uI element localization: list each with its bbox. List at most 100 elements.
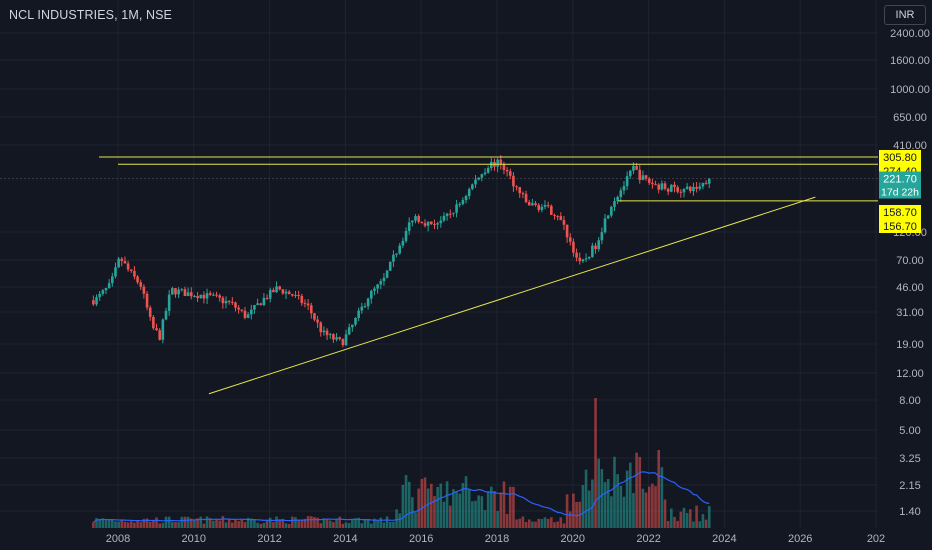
candle-body (325, 330, 329, 336)
candle-body (395, 253, 398, 255)
volume-axis-tick-label: 3.25 (899, 453, 920, 465)
candle-body (120, 258, 124, 262)
volume-bar (385, 516, 389, 528)
candle-body (452, 212, 455, 214)
candle-body (515, 186, 518, 188)
volume-bar (104, 520, 108, 528)
candle-body (284, 291, 288, 294)
volume-bar (382, 522, 386, 528)
candle-body (309, 305, 313, 314)
volume-bar (508, 486, 512, 528)
volume-bar (215, 519, 218, 528)
candle-body (322, 330, 326, 333)
volume-axis-tick-label: 8.00 (899, 395, 920, 407)
candle-body (651, 182, 654, 185)
candle-body (379, 281, 383, 285)
volume-bar (253, 519, 256, 528)
candle-body (243, 310, 247, 318)
candle-body (92, 300, 95, 305)
y-axis-tick-label: 2400.00 (890, 28, 930, 40)
candle-body (600, 232, 604, 241)
volume-bar (158, 523, 161, 528)
volume-bar (657, 449, 661, 528)
volume-bar (246, 517, 250, 528)
volume-bar (448, 505, 452, 528)
volume-bar (423, 477, 427, 528)
candle-body (537, 204, 540, 210)
volume-bar (531, 521, 534, 528)
candle-body (480, 174, 484, 178)
candle-body (183, 289, 187, 297)
volume-bar (161, 522, 165, 528)
candle-body (414, 216, 417, 221)
volume-bar (180, 516, 184, 528)
volume-bar (171, 522, 174, 528)
candle-body (117, 258, 120, 268)
volume-bar (483, 510, 487, 528)
volume-bar (322, 518, 326, 528)
candle-body (704, 182, 708, 184)
candle-body (256, 303, 259, 306)
volume-axis-tick-label: 2.15 (899, 480, 920, 492)
volume-bar (398, 513, 402, 528)
candle-body (572, 241, 575, 253)
candle-body (208, 293, 212, 295)
candle-body (455, 204, 458, 213)
candle-body (578, 257, 582, 262)
candle-body (581, 259, 585, 262)
candle-body (698, 186, 702, 189)
volume-bar (644, 492, 648, 528)
candle-body (338, 337, 342, 340)
candle-body (272, 289, 275, 293)
volume-bar (101, 518, 105, 528)
candle-body (253, 305, 256, 310)
candle-body (237, 307, 240, 310)
candle-body (591, 245, 594, 258)
volume-bar (309, 516, 313, 528)
candle-body (474, 179, 477, 185)
candle-body (186, 292, 190, 297)
volume-bar (499, 492, 503, 528)
candle-body (641, 175, 645, 180)
candle-body (505, 169, 509, 172)
volume-bar (360, 523, 364, 528)
volume-layer (92, 398, 711, 528)
candle-body (259, 303, 263, 306)
candle-body (354, 317, 357, 325)
candle-body (565, 224, 569, 238)
candle-body (104, 288, 108, 291)
candle-body (502, 164, 506, 170)
currency-button[interactable]: INR (884, 5, 926, 25)
candle-body (388, 261, 392, 271)
volume-bar (325, 519, 329, 528)
y-axis-tick-label: 12.00 (896, 368, 924, 380)
candle-body (657, 184, 661, 190)
candle-body (231, 301, 234, 303)
candle-body (606, 215, 610, 219)
volume-bar (594, 398, 597, 528)
candle-body (448, 213, 452, 215)
volume-bar (682, 507, 686, 528)
candle-body (701, 182, 705, 187)
symbol-title: NCL INDUSTRIES, 1M, NSE (9, 8, 172, 22)
candle-body (559, 216, 563, 221)
candle-body (268, 289, 272, 299)
candle-body (587, 257, 591, 259)
candle-body (685, 186, 689, 189)
volume-bar (92, 522, 95, 528)
volume-bar (512, 486, 515, 528)
volume-bar (701, 514, 705, 528)
volume-bar (518, 518, 522, 528)
candle-body (328, 334, 332, 336)
volume-bar (600, 469, 604, 528)
candle-body (347, 327, 351, 335)
price-level-label-bg (879, 205, 921, 219)
candle-body (417, 216, 420, 222)
candle-body (152, 316, 155, 329)
volume-bar (568, 511, 572, 528)
candle-body (180, 289, 184, 291)
volume-bar (534, 521, 537, 528)
volume-bar (417, 488, 420, 528)
